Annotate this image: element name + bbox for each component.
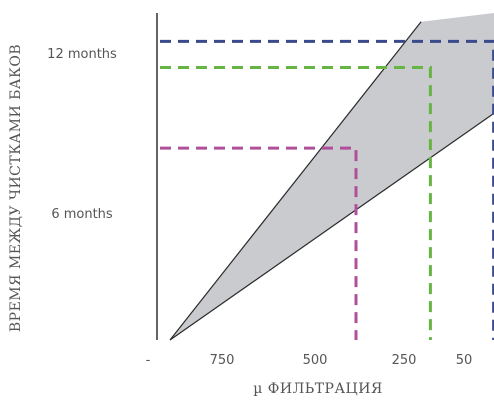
x-tick-label: 500 <box>303 353 328 368</box>
x-tick-label: 750 <box>210 353 235 368</box>
x-tick-label: - <box>146 353 151 368</box>
band-upper-edge <box>169 21 422 341</box>
x-axis-label: µ ФИЛЬТРАЦИЯ <box>253 381 383 397</box>
range-band <box>170 13 494 340</box>
y-tick-label: 6 months <box>51 207 113 222</box>
y-tick-label: 12 months <box>47 47 117 62</box>
guide-line-2 <box>160 66 432 340</box>
x-tick-label: 50 <box>456 353 473 368</box>
x-tick-label: 250 <box>392 353 417 368</box>
y-axis-label: ВРЕМЯ МЕЖДУ ЧИСТКАМИ БАКОВ <box>8 44 24 332</box>
band-lower-edge <box>169 112 494 341</box>
